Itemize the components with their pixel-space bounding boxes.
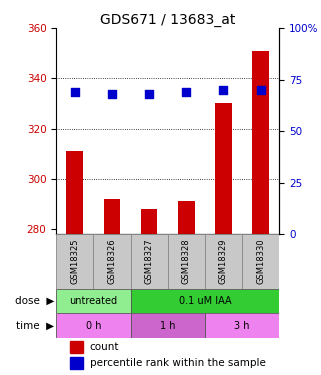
Bar: [131, 289, 279, 313]
Bar: [252, 51, 269, 234]
Bar: [131, 234, 168, 289]
Text: GSM18327: GSM18327: [145, 238, 154, 284]
Point: [258, 87, 263, 93]
Text: GSM18328: GSM18328: [182, 238, 191, 284]
Text: dose  ▶: dose ▶: [15, 296, 55, 306]
Bar: [141, 209, 158, 234]
Bar: [56, 234, 93, 289]
Bar: [104, 199, 120, 234]
Point: [109, 91, 115, 97]
Text: GSM18329: GSM18329: [219, 239, 228, 284]
Text: 3 h: 3 h: [234, 321, 250, 330]
Point: [72, 89, 77, 95]
Bar: [93, 234, 131, 289]
Bar: [56, 313, 131, 338]
Bar: [70, 341, 83, 353]
Text: GSM18325: GSM18325: [70, 239, 79, 284]
Text: 0.1 uM IAA: 0.1 uM IAA: [178, 296, 231, 306]
Bar: [131, 313, 205, 338]
Text: GSM18330: GSM18330: [256, 238, 265, 284]
Bar: [178, 201, 195, 234]
Bar: [205, 313, 279, 338]
Text: time  ▶: time ▶: [16, 321, 55, 330]
Text: count: count: [90, 342, 119, 352]
Bar: [215, 104, 232, 234]
Text: 1 h: 1 h: [160, 321, 176, 330]
Text: GSM18326: GSM18326: [108, 238, 117, 284]
Point: [147, 91, 152, 97]
Title: GDS671 / 13683_at: GDS671 / 13683_at: [100, 13, 235, 27]
Point: [221, 87, 226, 93]
Bar: [66, 151, 83, 234]
Bar: [56, 289, 131, 313]
Bar: [205, 234, 242, 289]
Bar: [168, 234, 205, 289]
Point: [184, 89, 189, 95]
Bar: [70, 357, 83, 369]
Bar: [242, 234, 279, 289]
Text: 0 h: 0 h: [86, 321, 101, 330]
Text: untreated: untreated: [69, 296, 117, 306]
Text: percentile rank within the sample: percentile rank within the sample: [90, 357, 265, 368]
